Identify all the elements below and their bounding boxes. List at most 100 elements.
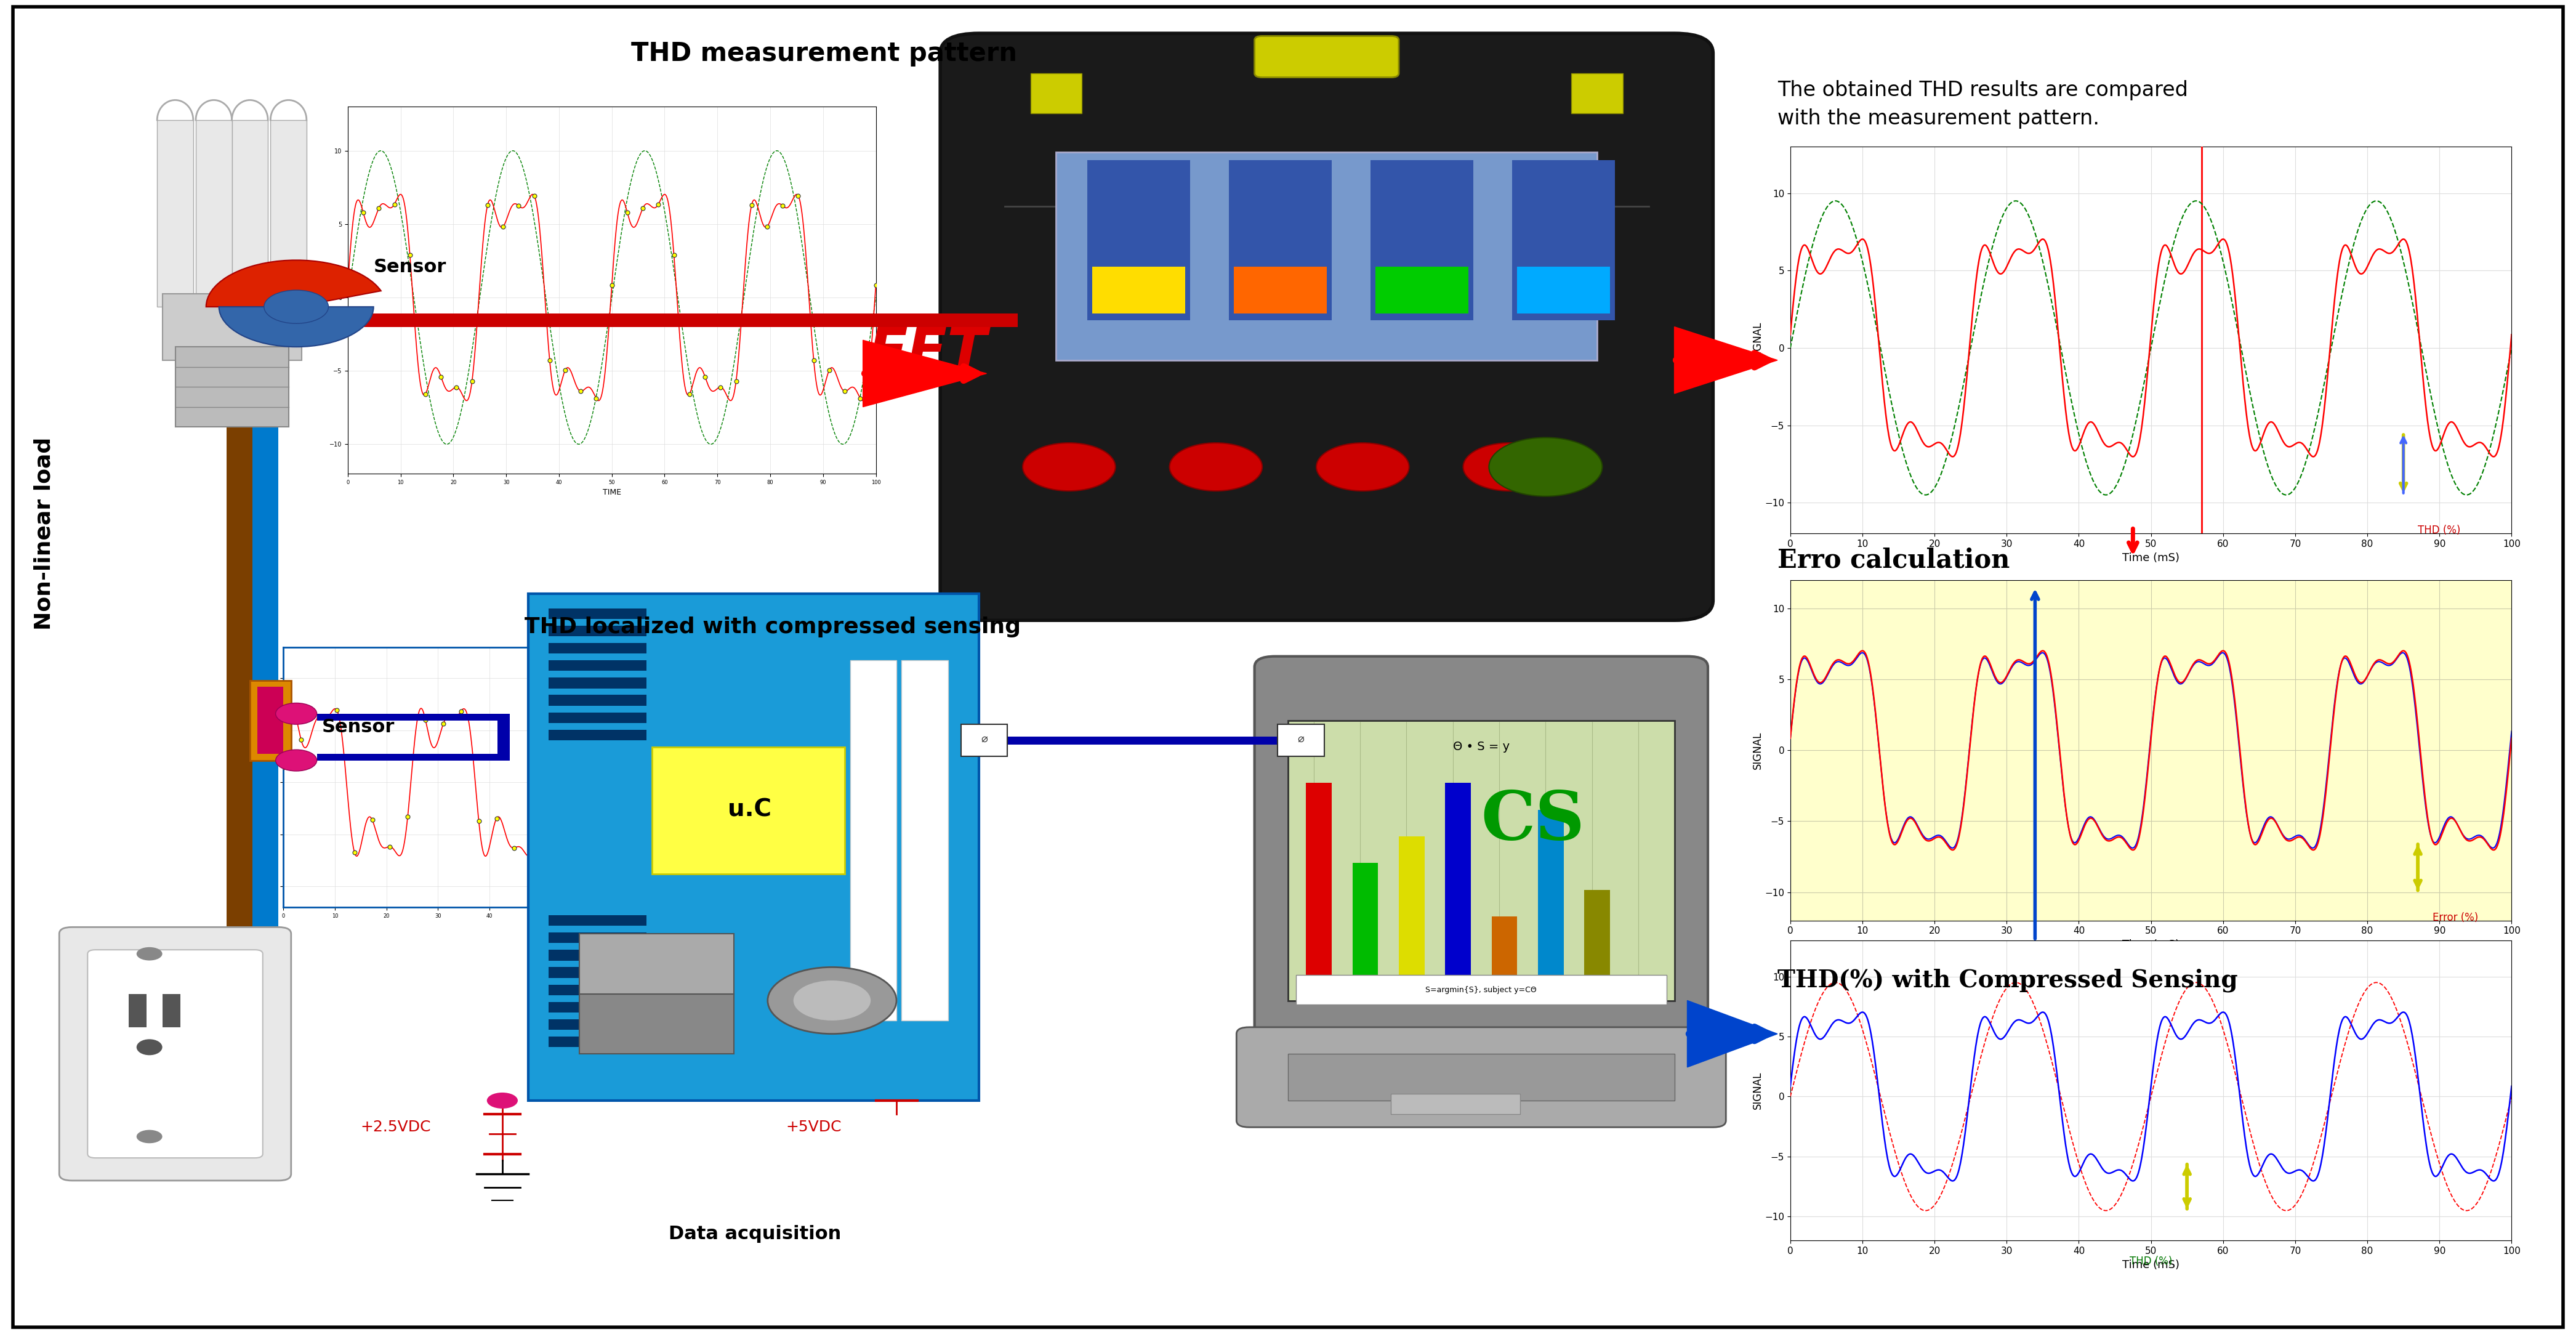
Point xyxy=(600,823,641,844)
Point xyxy=(564,706,605,727)
Bar xyxy=(1030,73,1082,113)
Point xyxy=(747,216,788,237)
Point xyxy=(358,197,399,219)
Point xyxy=(732,195,773,216)
Text: Error (%): Error (%) xyxy=(2432,912,2478,923)
Text: +2.5VDC: +2.5VDC xyxy=(361,1119,430,1135)
Y-axis label: SIGNAL: SIGNAL xyxy=(1752,731,1762,770)
Point xyxy=(574,388,616,410)
FancyBboxPatch shape xyxy=(940,33,1713,620)
FancyBboxPatch shape xyxy=(88,950,263,1158)
Bar xyxy=(270,120,307,307)
Point xyxy=(477,808,518,830)
Bar xyxy=(162,994,180,1027)
Point xyxy=(263,756,304,778)
Point xyxy=(368,836,410,858)
X-axis label: Time (mS): Time (mS) xyxy=(2123,1259,2179,1270)
Bar xyxy=(317,754,510,760)
Bar xyxy=(549,660,647,671)
Text: THD localized with compressed sensing: THD localized with compressed sensing xyxy=(526,616,1020,638)
Bar xyxy=(549,950,647,960)
Bar xyxy=(528,594,979,1101)
Bar xyxy=(1512,160,1615,320)
FancyBboxPatch shape xyxy=(1255,656,1708,1065)
Bar xyxy=(979,736,1301,744)
Point xyxy=(317,699,358,720)
Bar xyxy=(1352,863,1378,996)
Point xyxy=(706,719,747,740)
Circle shape xyxy=(1463,443,1556,491)
Bar xyxy=(549,643,647,654)
Bar xyxy=(549,932,647,943)
Point xyxy=(608,201,649,223)
Bar xyxy=(580,994,734,1054)
Bar xyxy=(232,120,268,307)
Text: FFT: FFT xyxy=(868,325,987,382)
Point xyxy=(618,835,659,856)
Point xyxy=(343,201,384,223)
Point xyxy=(459,811,500,832)
Point xyxy=(623,197,665,219)
Bar xyxy=(1538,810,1564,996)
Circle shape xyxy=(276,703,317,724)
Bar xyxy=(549,1037,647,1047)
Bar xyxy=(497,714,510,760)
Point xyxy=(404,710,446,731)
Bar xyxy=(1278,724,1324,756)
Point xyxy=(544,360,585,382)
Point xyxy=(824,380,866,402)
Bar xyxy=(1234,267,1327,313)
Bar xyxy=(250,680,291,760)
Bar xyxy=(652,747,845,874)
Bar xyxy=(549,626,647,636)
Text: u.C: u.C xyxy=(729,798,770,822)
Circle shape xyxy=(768,967,896,1034)
Text: THD measurement pattern: THD measurement pattern xyxy=(631,40,1018,67)
FancyBboxPatch shape xyxy=(1236,1027,1726,1127)
Bar xyxy=(196,120,232,307)
Circle shape xyxy=(137,1130,162,1143)
X-axis label: TIME: TIME xyxy=(603,488,621,496)
Circle shape xyxy=(276,750,317,771)
Bar xyxy=(1370,160,1473,320)
Bar xyxy=(1092,267,1185,313)
Text: THD(%) with Compressed Sensing: THD(%) with Compressed Sensing xyxy=(1777,968,2239,992)
Bar xyxy=(1087,160,1190,320)
Point xyxy=(528,698,569,719)
Point xyxy=(281,730,322,751)
Bar xyxy=(549,712,647,723)
Text: THD (%): THD (%) xyxy=(2130,1257,2172,1267)
Circle shape xyxy=(1316,443,1409,491)
Y-axis label: SIGNAL: SIGNAL xyxy=(1752,321,1762,359)
Bar xyxy=(1306,783,1332,996)
Bar xyxy=(175,347,289,427)
X-axis label: TIME: TIME xyxy=(531,922,551,930)
Point xyxy=(513,185,554,207)
Text: Non-linear load: Non-linear load xyxy=(33,438,54,630)
Polygon shape xyxy=(863,340,987,407)
Circle shape xyxy=(487,1093,518,1109)
Point xyxy=(672,736,714,758)
Bar xyxy=(850,660,896,1021)
Point xyxy=(466,195,507,216)
Bar xyxy=(549,984,647,995)
Point xyxy=(742,823,783,844)
Point xyxy=(639,193,680,215)
Bar xyxy=(1399,836,1425,996)
Point xyxy=(335,842,376,863)
Text: ⌀: ⌀ xyxy=(981,734,987,744)
Point xyxy=(327,275,368,296)
Point xyxy=(374,193,415,215)
Point xyxy=(809,360,850,382)
Point xyxy=(582,762,623,783)
Text: Sensor: Sensor xyxy=(322,718,394,736)
FancyBboxPatch shape xyxy=(1255,36,1399,77)
Bar xyxy=(549,678,647,688)
Bar xyxy=(317,714,510,720)
Point xyxy=(482,216,523,237)
Wedge shape xyxy=(219,307,374,347)
Text: Sensor: Sensor xyxy=(374,257,446,276)
Bar xyxy=(1376,267,1468,313)
Circle shape xyxy=(1170,443,1262,491)
Bar xyxy=(1571,73,1623,113)
